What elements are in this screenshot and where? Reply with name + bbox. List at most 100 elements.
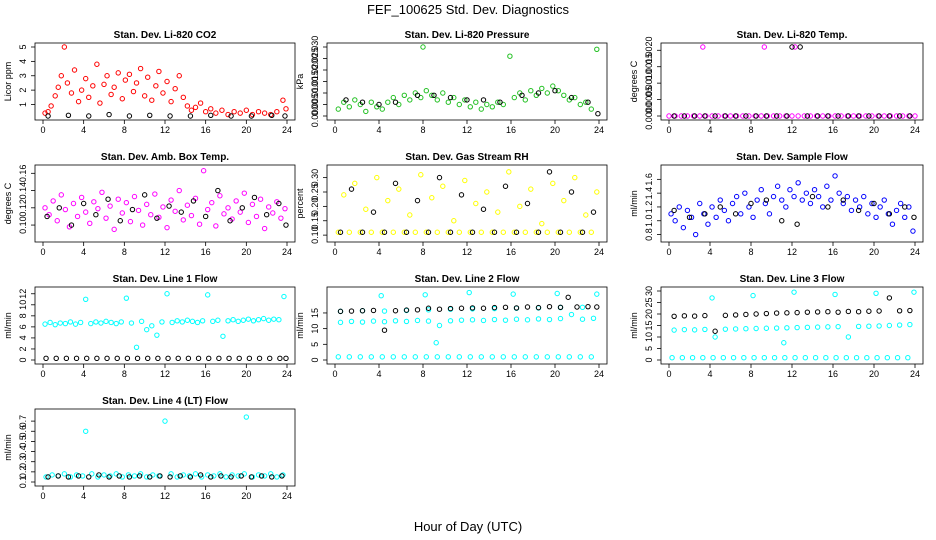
data-point-black: [871, 200, 877, 207]
y-tick-label: 0.16: [18, 165, 28, 183]
data-point-black: [681, 313, 688, 319]
data-point-yellow: [401, 229, 407, 235]
x-tick-label: 20: [241, 491, 251, 501]
data-point-black: [147, 474, 153, 480]
data-point-black: [568, 189, 575, 195]
data-point-magenta: [83, 209, 89, 215]
data-point-blue: [881, 197, 887, 203]
data-point-cyan: [873, 290, 879, 296]
y-tick-label: 10: [644, 332, 654, 342]
data-point-red: [180, 94, 187, 101]
data-point-magenta: [131, 193, 138, 200]
data-point-yellow: [533, 229, 539, 235]
data-point-black: [568, 94, 575, 101]
data-point-green: [420, 44, 426, 50]
y-tick-label: 1.0: [644, 214, 654, 227]
data-point-black: [236, 355, 242, 362]
data-point-magenta: [62, 206, 69, 213]
data-point-cyan: [179, 319, 185, 325]
data-point-black: [789, 44, 795, 50]
data-point-blue: [803, 190, 810, 196]
data-point-red: [42, 110, 48, 116]
data-point-cyan: [144, 326, 150, 333]
plot-frame: [326, 42, 608, 121]
data-point-black: [343, 97, 349, 103]
data-point-yellow: [484, 189, 490, 195]
data-point-black: [178, 209, 184, 215]
data-point-cyan: [276, 317, 282, 323]
plot-frame: [34, 164, 296, 243]
data-point-black: [167, 474, 173, 480]
data-point-black: [105, 196, 111, 202]
data-point-cyan: [433, 340, 439, 346]
data-point-black: [814, 113, 821, 119]
data-point-green: [423, 88, 429, 94]
x-tick-label: 24: [594, 369, 604, 379]
data-point-cyan: [458, 317, 465, 323]
data-point-red: [75, 98, 82, 105]
data-point-blue: [897, 200, 904, 207]
data-point-cyan: [802, 355, 809, 361]
data-point-black: [464, 97, 470, 103]
data-point-black: [414, 197, 421, 204]
data-point-black: [896, 113, 903, 119]
data-point-black: [671, 113, 677, 119]
y-tick-label: 1.4: [644, 187, 654, 200]
data-point-magenta: [144, 201, 150, 208]
data-point-black: [686, 214, 693, 221]
data-point-black: [359, 99, 366, 105]
data-point-cyan: [502, 317, 509, 323]
data-point-magenta: [270, 210, 276, 216]
data-point-green: [572, 94, 578, 101]
data-point-magenta: [770, 113, 777, 119]
data-point-red: [71, 67, 78, 73]
data-point-cyan: [245, 316, 252, 322]
y-tick-label: 0: [644, 357, 654, 362]
data-point-magenta: [95, 205, 101, 212]
data-point-cyan: [128, 320, 135, 326]
data-point-blue: [717, 197, 723, 203]
y-axis-label: ml/min: [629, 190, 639, 217]
data-point-black: [763, 197, 770, 203]
data-point-black: [814, 309, 821, 315]
data-point-cyan: [348, 318, 355, 325]
data-point-cyan: [159, 319, 165, 325]
data-point-black: [743, 113, 749, 119]
x-tick-label: 16: [828, 369, 838, 379]
data-point-magenta: [70, 200, 77, 207]
data-point-cyan: [812, 355, 819, 361]
data-point-black: [557, 229, 564, 235]
x-tick-label: 20: [550, 369, 560, 379]
y-axis-label: degrees C: [3, 182, 13, 224]
data-point-cyan: [855, 323, 862, 330]
data-point-red: [52, 93, 58, 99]
data-point-blue: [742, 190, 748, 196]
data-point-yellow: [440, 183, 446, 189]
plot-frame: [660, 42, 924, 121]
data-point-cyan: [671, 327, 677, 333]
data-point-magenta: [119, 210, 126, 216]
x-tick-label: 12: [462, 125, 472, 135]
data-point-cyan: [555, 354, 561, 360]
data-point-red: [58, 73, 64, 79]
data-point-yellow: [500, 229, 506, 235]
data-point-black: [835, 309, 841, 315]
data-point-magenta: [253, 213, 260, 220]
data-point-black: [403, 307, 410, 313]
data-point-blue: [766, 211, 773, 217]
data-point-black: [86, 474, 92, 480]
data-point-black: [911, 214, 917, 221]
data-point-magenta: [127, 218, 134, 225]
y-tick-label: 0.015: [310, 70, 320, 93]
data-point-cyan: [741, 355, 747, 361]
x-tick-label: 16: [506, 247, 516, 257]
data-point-black: [552, 88, 558, 94]
data-point-cyan: [577, 354, 583, 360]
data-point-black: [53, 355, 59, 362]
data-point-cyan: [149, 323, 155, 329]
data-point-cyan: [337, 319, 344, 326]
data-point-magenta: [135, 207, 142, 214]
data-point-cyan: [720, 355, 727, 361]
data-point-green: [368, 99, 374, 105]
